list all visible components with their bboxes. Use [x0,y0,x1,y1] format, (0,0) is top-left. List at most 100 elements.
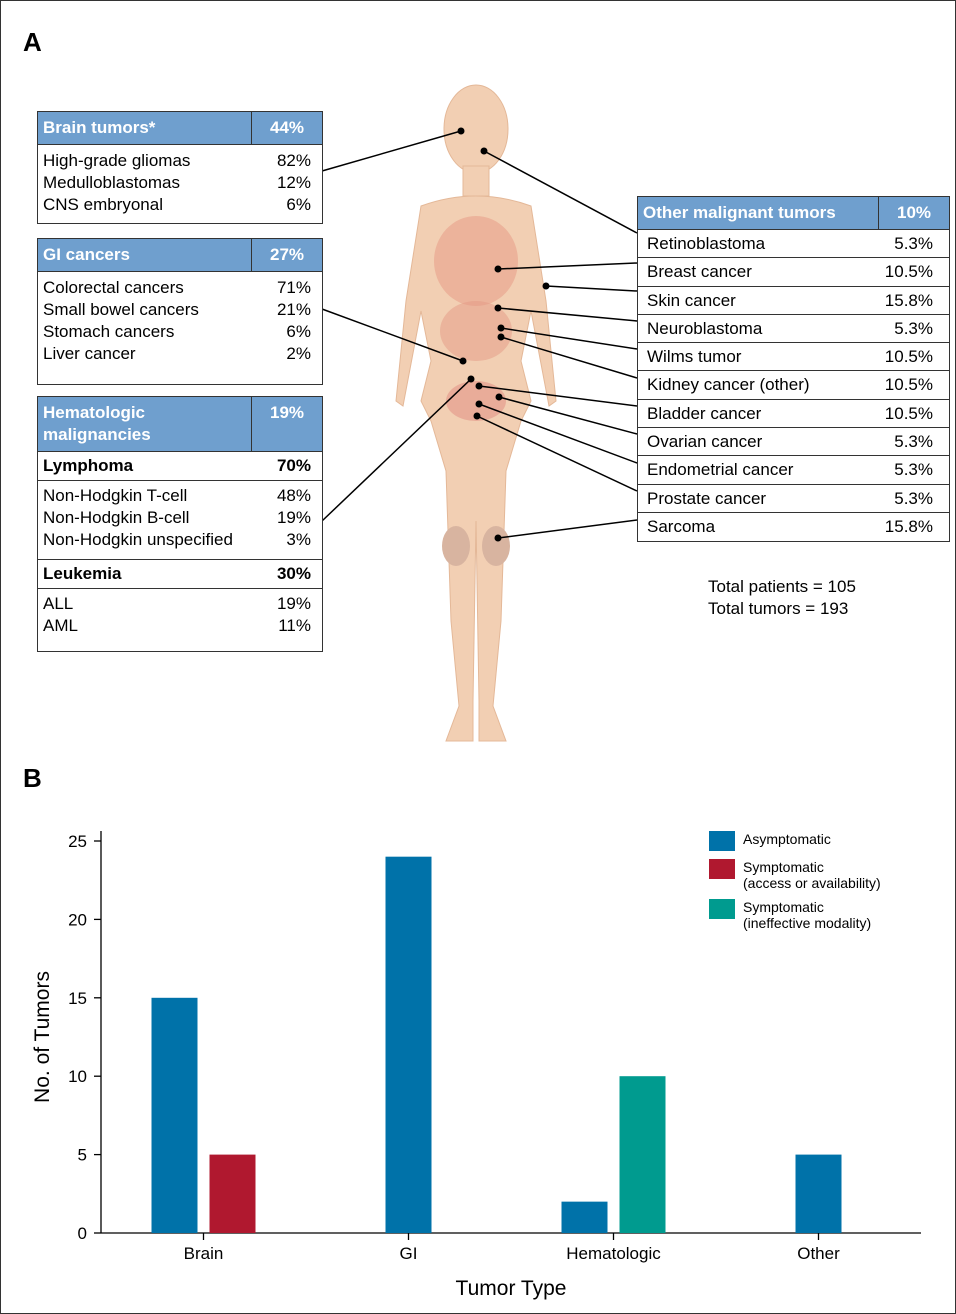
table-row-label: Prostate cancer [647,488,767,508]
legend-label: Symptomatic (ineffective modality) [743,899,872,931]
table-row: Retinoblastoma 5.3% [638,230,949,259]
table-row-value: 10.5% [884,347,933,367]
y-tick-label: 15 [68,989,87,1008]
table-row: Prostate cancer 5.3% [638,485,949,513]
table-row-label: Endometrial cancer [647,460,794,480]
table-row-value: 15.8% [884,290,933,310]
group-body: Non-Hodgkin T-cell 48% Non-Hodgkin B-cell 1… [38,481,322,551]
table-body: High-grade gliomas 82% Medulloblastomas 12%… [38,145,322,216]
table-row: Stomach cancers 6% [38,321,322,343]
table-row-label: ALL [43,594,74,613]
table-row-label: Neuroblastoma [647,318,763,338]
legend-label: Asymptomatic [743,831,831,847]
table-row-value: 5.3% [894,460,933,480]
body-illustration [395,84,557,742]
table-header-value: 10% [896,203,932,222]
table-header-label: Other malignant tumors [638,197,879,229]
table-row: Medulloblastomas 12% [38,172,322,194]
table-row: Skin cancer 15.8% [638,287,949,315]
y-tick-label: 20 [68,910,87,929]
table-row: Non-Hodgkin B-cell 19% [38,507,322,529]
table-row-value: 2% [286,344,311,363]
table-row-value: 6% [286,195,311,214]
table-row: Endometrial cancer 5.3% [638,456,949,485]
heme-table: Hematologic malignancies 19% Lymphoma 70% No… [37,396,323,652]
table-header-value: 27% [269,245,305,264]
table-row-label: Sarcoma [647,516,716,536]
other-table: Other malignant tumors 10% Retinoblastoma 5… [637,196,950,542]
table-row-value: 6% [286,322,311,341]
panel-label: A [23,27,42,57]
table-header: Brain tumors* 44% [38,112,322,145]
table-row-label: Non-Hodgkin T-cell [43,486,188,505]
table-row: Non-Hodgkin T-cell 48% [38,485,322,507]
legend-item: Symptomatic (access or availability) [709,859,881,891]
y-axis-label: No. of Tumors [31,971,54,1103]
table-row-value: 5.3% [894,234,933,253]
table-row-label: Liver cancer [43,344,136,363]
bar [209,1154,256,1233]
table-row-label: Kidney cancer (other) [647,375,810,395]
bar [561,1201,608,1233]
legend-swatch [709,859,735,879]
table-row-label: High-grade gliomas [43,151,191,170]
gi-table: GI cancers 27% Colorectal cancers 71% Small … [37,238,323,385]
table-row: Wilms tumor 10.5% [638,343,949,372]
table-row-label: Retinoblastoma [647,234,766,253]
group-header: Lymphoma 70% [38,452,322,481]
table-row-value: 10.5% [884,262,933,282]
total-line: Total tumors = 193 [708,599,849,618]
table-row-value: 3% [286,530,311,549]
y-tick-label: 25 [68,832,87,851]
x-tick-label: Hematologic [566,1244,661,1263]
panel-label: B [23,763,42,793]
connectors [321,130,638,539]
group-header-value: 30% [276,564,311,583]
bar [151,997,198,1233]
x-axis-label: Tumor Type [456,1277,567,1300]
table-row: CNS embryonal 6% [38,194,322,216]
group-body: ALL 19% AML 11% [38,589,322,637]
table-row-label: AML [43,616,78,635]
table-row: Bladder cancer 10.5% [638,400,949,429]
legend-swatch [709,831,735,851]
brain-table: Brain tumors* 44% High-grade gliomas 82% Med… [37,111,323,224]
legend-item: Asymptomatic [709,831,881,851]
table-row: Ovarian cancer 5.3% [638,428,949,457]
bar [619,1076,666,1233]
totals: Total patients = 105 Total tumors = 193 [708,576,856,620]
table-row-value: 19% [276,508,311,527]
table-row-value: 11% [278,616,311,635]
table-row: Neuroblastoma 5.3% [638,315,949,344]
group-header: Leukemia 30% [38,559,322,589]
table-row-label: Skin cancer [647,290,736,310]
table-header-label: GI cancers [38,239,252,271]
table-row: Non-Hodgkin unspecified 3% [38,529,322,551]
connector-dots [457,127,550,542]
table-row-value: 19% [276,594,311,613]
table-row-value: 48% [276,486,311,505]
table-row-value: 5.3% [894,488,933,508]
table-row-value: 21% [276,300,311,319]
bar [385,856,432,1233]
table-header: Other malignant tumors 10% [638,197,949,230]
table-row: Small bowel cancers 21% [38,299,322,321]
table-row-label: Colorectal cancers [43,278,184,297]
table-row-label: Stomach cancers [43,322,175,341]
table-row-value: 10.5% [884,403,933,423]
group-header-value: 70% [276,456,311,475]
table-header: GI cancers 27% [38,239,322,272]
legend-label: Symptomatic (access or availability) [743,859,881,891]
x-tick-label: GI [400,1244,418,1263]
table-row-label: Non-Hodgkin B-cell [43,508,190,527]
table-row: Sarcoma 15.8% [638,513,949,540]
table-row-label: Small bowel cancers [43,300,199,319]
legend-item: Symptomatic (ineffective modality) [709,899,881,931]
table-row-value: 12% [276,173,311,192]
table-row-label: Breast cancer [647,262,752,282]
table-row-label: Medulloblastomas [43,173,181,192]
legend-swatch [709,899,735,919]
table-row: ALL 19% [38,593,322,615]
table-row: AML 11% [38,615,322,637]
